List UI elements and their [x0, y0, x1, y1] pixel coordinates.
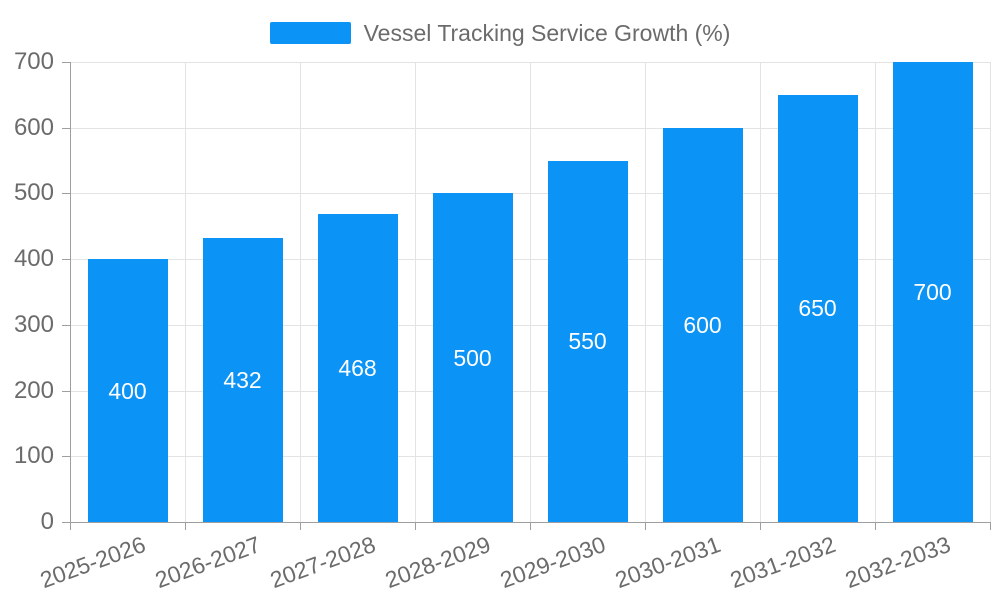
- bar[interactable]: [662, 127, 743, 522]
- bar-value-label: 600: [683, 311, 722, 338]
- x-axis-tick: [415, 522, 416, 530]
- x-axis-label: 2029-2030: [496, 531, 609, 594]
- bar-value-label: 468: [338, 355, 377, 382]
- x-axis-tick: [300, 522, 301, 530]
- x-axis-label: 2032-2033: [841, 531, 954, 594]
- x-axis-tick: [760, 522, 761, 530]
- legend-swatch: [269, 22, 351, 44]
- bar-value-label: 550: [568, 328, 607, 355]
- y-axis-tick: [62, 193, 70, 195]
- x-axis-tick: [185, 522, 186, 530]
- gridline-vertical: [185, 62, 186, 522]
- bar-value-label: 700: [913, 279, 952, 305]
- gridline-vertical: [300, 62, 301, 522]
- legend-label: Vessel Tracking Service Growth (%): [363, 20, 731, 46]
- x-axis-label: 2028-2029: [381, 531, 494, 594]
- x-axis-label: 2025-2026: [36, 531, 149, 594]
- x-axis-tick: [875, 522, 876, 530]
- y-axis-label: 400: [13, 245, 54, 273]
- gridline-vertical: [645, 62, 646, 522]
- x-axis-line: [70, 522, 990, 523]
- bar-value-label: 400: [108, 377, 147, 404]
- y-axis-tick: [62, 390, 70, 392]
- gridline-vertical: [415, 62, 416, 522]
- y-axis-tick: [62, 62, 70, 63]
- y-axis-label: 500: [13, 179, 54, 207]
- gridline-vertical: [990, 62, 991, 522]
- bar[interactable]: [202, 238, 283, 522]
- y-axis-label: 600: [13, 113, 54, 141]
- gridline-vertical: [875, 62, 876, 522]
- y-axis-tick: [62, 259, 70, 261]
- x-axis-label: 2026-2027: [151, 531, 264, 594]
- gridline-vertical: [530, 62, 531, 522]
- y-axis-label: 300: [13, 310, 54, 338]
- x-axis-tick: [70, 522, 71, 530]
- y-axis-label: 200: [13, 376, 54, 404]
- bar[interactable]: [432, 193, 513, 522]
- bar[interactable]: [317, 214, 398, 522]
- gridline-vertical: [760, 62, 761, 522]
- legend-item[interactable]: Vessel Tracking Service Growth (%): [0, 20, 1000, 46]
- y-axis-tick: [62, 522, 70, 523]
- x-axis-label: 2030-2031: [611, 531, 724, 594]
- x-axis-tick: [530, 522, 531, 530]
- bar[interactable]: [892, 62, 973, 522]
- bar-value-label: 650: [798, 295, 837, 322]
- x-axis-label: 2027-2028: [266, 531, 379, 594]
- y-axis-label: 0: [40, 508, 54, 535]
- bar[interactable]: [777, 94, 858, 522]
- bar-value-label: 432: [223, 367, 262, 394]
- bar[interactable]: [547, 160, 628, 522]
- y-axis-tick: [62, 127, 70, 129]
- y-axis-line: [70, 62, 71, 522]
- bar[interactable]: [87, 259, 168, 522]
- y-axis-label: 100: [13, 442, 54, 470]
- x-axis-tick: [990, 522, 991, 530]
- y-axis-tick: [62, 324, 70, 326]
- bar-value-label: 500: [453, 344, 492, 371]
- x-axis-tick: [645, 522, 646, 530]
- y-axis-tick: [62, 456, 70, 458]
- y-axis-label: 700: [13, 48, 54, 75]
- x-axis-label: 2031-2032: [726, 531, 839, 594]
